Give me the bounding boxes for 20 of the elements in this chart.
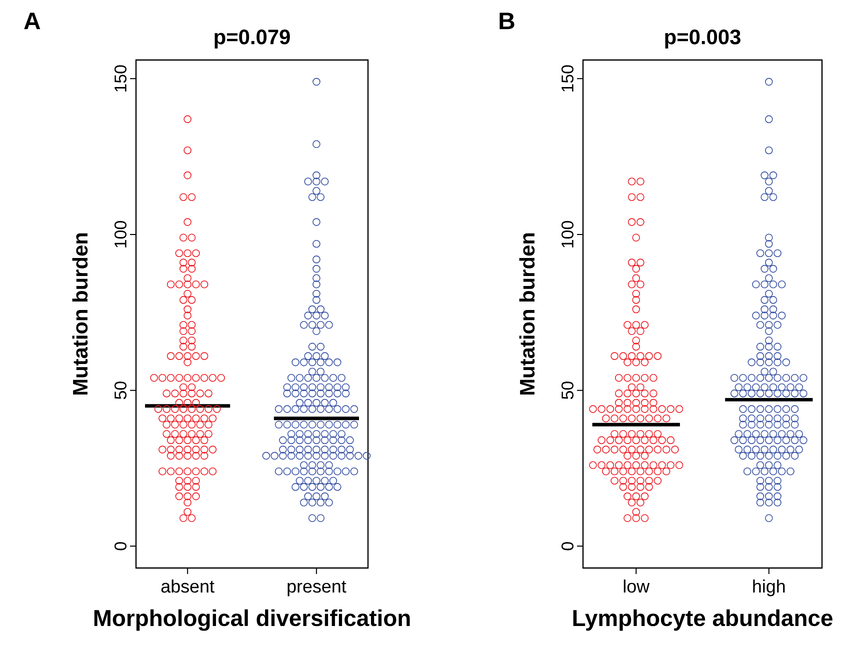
y-tick-label: 50 <box>561 382 574 400</box>
y-tick-label: 50 <box>114 382 126 400</box>
y-tick-label: 100 <box>114 221 126 248</box>
y-tick-label: 150 <box>114 65 126 92</box>
y-tick-label: 150 <box>561 65 574 92</box>
y-axis-title: Mutation burden <box>72 233 88 395</box>
x-axis-title: Lymphocyte abundance <box>573 609 832 631</box>
chart-title: p=0.003 <box>665 30 740 48</box>
chart-title: p=0.079 <box>214 30 290 48</box>
x-tick-label: absent <box>161 580 214 593</box>
text: A <box>24 12 40 30</box>
x-tick-label: present <box>288 580 346 596</box>
text: B <box>500 12 514 30</box>
x-tick-label: high <box>753 580 785 596</box>
x-axis-title: Morphological diversification <box>94 609 410 631</box>
y-axis-title: Mutation burden <box>519 233 535 395</box>
y-tick-label: 0 <box>561 542 574 550</box>
y-tick-label: 100 <box>561 221 574 248</box>
y-tick-label: 0 <box>114 542 126 550</box>
x-tick-label: low <box>624 580 650 593</box>
